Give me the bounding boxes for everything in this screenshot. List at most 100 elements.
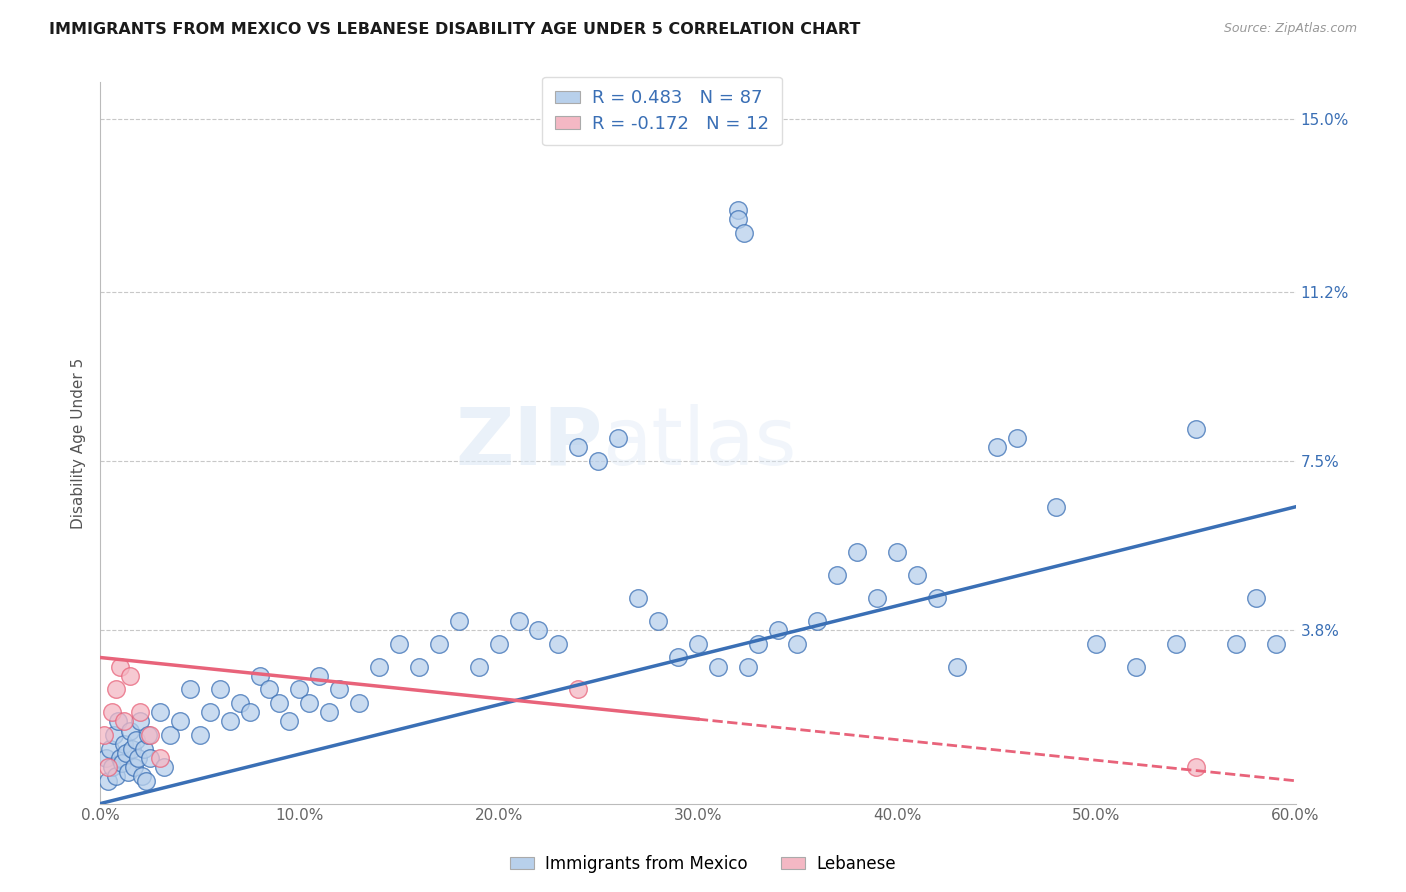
Point xyxy=(179,682,201,697)
Point xyxy=(97,773,120,788)
Point xyxy=(188,728,211,742)
Point xyxy=(93,728,115,742)
Point xyxy=(786,637,808,651)
Point xyxy=(986,441,1008,455)
Point xyxy=(94,751,117,765)
Point xyxy=(127,751,149,765)
Point xyxy=(866,591,889,606)
Y-axis label: Disability Age Under 5: Disability Age Under 5 xyxy=(72,358,86,528)
Point xyxy=(149,706,172,720)
Point xyxy=(298,696,321,710)
Point xyxy=(727,202,749,217)
Point xyxy=(278,714,301,729)
Point xyxy=(647,614,669,628)
Point xyxy=(607,431,630,445)
Point xyxy=(105,682,128,697)
Point xyxy=(97,760,120,774)
Point xyxy=(136,728,159,742)
Point xyxy=(347,696,370,710)
Text: atlas: atlas xyxy=(602,404,797,482)
Point xyxy=(249,669,271,683)
Point xyxy=(408,659,430,673)
Point xyxy=(946,659,969,673)
Point xyxy=(139,728,162,742)
Point xyxy=(827,568,849,582)
Point xyxy=(1005,431,1028,445)
Point xyxy=(1244,591,1267,606)
Point xyxy=(586,454,609,468)
Point xyxy=(328,682,350,697)
Point xyxy=(125,732,148,747)
Point xyxy=(427,637,450,651)
Point xyxy=(388,637,411,651)
Point xyxy=(139,751,162,765)
Point xyxy=(288,682,311,697)
Point xyxy=(1225,637,1247,651)
Point xyxy=(747,637,769,651)
Point xyxy=(269,696,291,710)
Point xyxy=(1185,760,1208,774)
Point xyxy=(169,714,191,729)
Point xyxy=(368,659,391,673)
Point xyxy=(846,545,869,559)
Point xyxy=(1125,659,1147,673)
Point xyxy=(149,751,172,765)
Point xyxy=(567,441,589,455)
Point xyxy=(727,212,749,227)
Point xyxy=(527,623,550,637)
Point xyxy=(132,741,155,756)
Point xyxy=(627,591,650,606)
Legend: R = 0.483   N = 87, R = -0.172   N = 12: R = 0.483 N = 87, R = -0.172 N = 12 xyxy=(541,77,782,145)
Text: ZIP: ZIP xyxy=(456,404,602,482)
Point xyxy=(122,760,145,774)
Point xyxy=(1264,637,1286,651)
Point xyxy=(121,741,143,756)
Point xyxy=(228,696,250,710)
Point xyxy=(108,751,131,765)
Point xyxy=(131,769,153,783)
Point xyxy=(1164,637,1187,651)
Point xyxy=(129,706,152,720)
Point xyxy=(111,756,134,770)
Point xyxy=(112,714,135,729)
Point xyxy=(806,614,828,628)
Point xyxy=(886,545,908,559)
Point xyxy=(153,760,176,774)
Point xyxy=(318,706,340,720)
Point xyxy=(508,614,530,628)
Point xyxy=(488,637,510,651)
Point xyxy=(103,728,125,742)
Point xyxy=(1085,637,1108,651)
Point xyxy=(925,591,948,606)
Point xyxy=(112,737,135,751)
Point xyxy=(129,714,152,729)
Point xyxy=(547,637,569,651)
Point xyxy=(115,747,138,761)
Point xyxy=(666,650,689,665)
Point xyxy=(135,773,157,788)
Point xyxy=(108,659,131,673)
Point xyxy=(101,706,124,720)
Legend: Immigrants from Mexico, Lebanese: Immigrants from Mexico, Lebanese xyxy=(503,848,903,880)
Point xyxy=(1185,422,1208,436)
Text: Source: ZipAtlas.com: Source: ZipAtlas.com xyxy=(1223,22,1357,36)
Point xyxy=(259,682,281,697)
Point xyxy=(308,669,330,683)
Point xyxy=(737,659,759,673)
Point xyxy=(118,723,141,738)
Point xyxy=(733,226,755,240)
Point xyxy=(467,659,489,673)
Point xyxy=(238,706,260,720)
Point xyxy=(447,614,470,628)
Point xyxy=(1045,500,1067,514)
Point xyxy=(107,714,129,729)
Point xyxy=(567,682,589,697)
Point xyxy=(98,741,121,756)
Point xyxy=(766,623,789,637)
Point xyxy=(707,659,730,673)
Point xyxy=(159,728,181,742)
Text: IMMIGRANTS FROM MEXICO VS LEBANESE DISABILITY AGE UNDER 5 CORRELATION CHART: IMMIGRANTS FROM MEXICO VS LEBANESE DISAB… xyxy=(49,22,860,37)
Point xyxy=(118,669,141,683)
Point xyxy=(686,637,709,651)
Point xyxy=(198,706,221,720)
